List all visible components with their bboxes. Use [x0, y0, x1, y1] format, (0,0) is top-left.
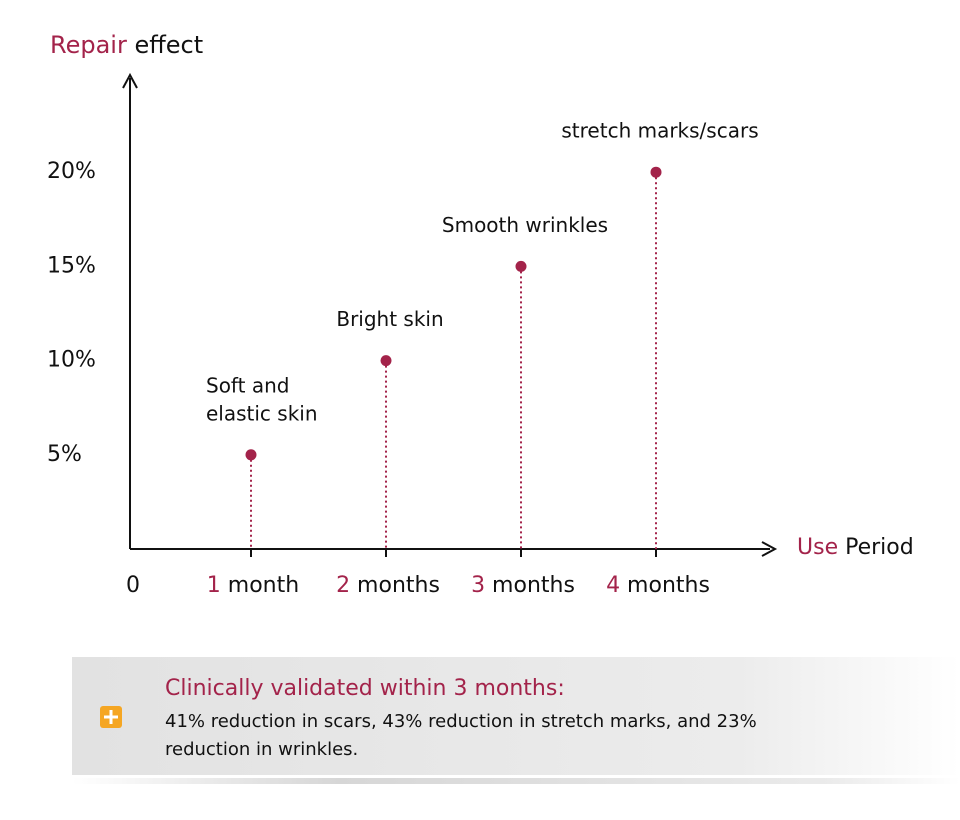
- point-label: stretch marks/scars: [561, 119, 758, 143]
- dot: [650, 166, 662, 178]
- y-label-rest: effect: [134, 31, 203, 59]
- x-tick-unit: months: [485, 573, 575, 598]
- x-tick-label: 1 month: [207, 573, 299, 598]
- y-tick-label: 10%: [47, 348, 96, 373]
- point-label: Bright skin: [336, 307, 443, 331]
- x-tick-number: 2: [336, 573, 350, 598]
- origin-label: 0: [126, 573, 140, 598]
- axes: [122, 72, 778, 557]
- dot: [380, 355, 392, 367]
- x-tick-number: 3: [471, 573, 485, 598]
- x-tick-unit: month: [221, 573, 299, 598]
- note-title: Clinically validated within 3 months:: [165, 676, 565, 701]
- note-icon-plus: [104, 710, 118, 724]
- note-body-line: reduction in wrinkles.: [165, 739, 358, 760]
- x-tick-label: 2 months: [336, 573, 440, 598]
- x-tick-number: 1: [207, 573, 221, 598]
- x-tick-unit: months: [350, 573, 440, 598]
- point-label: elastic skin: [206, 401, 318, 425]
- point-label: Soft and: [206, 373, 289, 397]
- x-axis-label: Use Period: [797, 535, 914, 560]
- x-tick-unit: months: [620, 573, 710, 598]
- x-tick-number: 4: [606, 573, 620, 598]
- y-tick-label: 20%: [47, 159, 96, 184]
- dot: [245, 449, 257, 461]
- x-label-rest: Period: [845, 535, 914, 560]
- note-shadow: [72, 778, 960, 784]
- note-body-line: 41% reduction in scars, 43% reduction in…: [165, 711, 757, 732]
- point-label: Smooth wrinkles: [442, 213, 608, 237]
- y-label-highlight: Repair: [50, 31, 127, 59]
- y-tick-label: 5%: [47, 442, 82, 467]
- x-label-highlight: Use: [797, 535, 838, 560]
- y-axis-label: Repair effect: [50, 31, 203, 59]
- x-tick-label: 3 months: [471, 573, 575, 598]
- note-box: [72, 657, 960, 775]
- x-tick-label: 4 months: [606, 573, 710, 598]
- y-tick-label: 15%: [47, 253, 96, 278]
- dot: [515, 260, 527, 272]
